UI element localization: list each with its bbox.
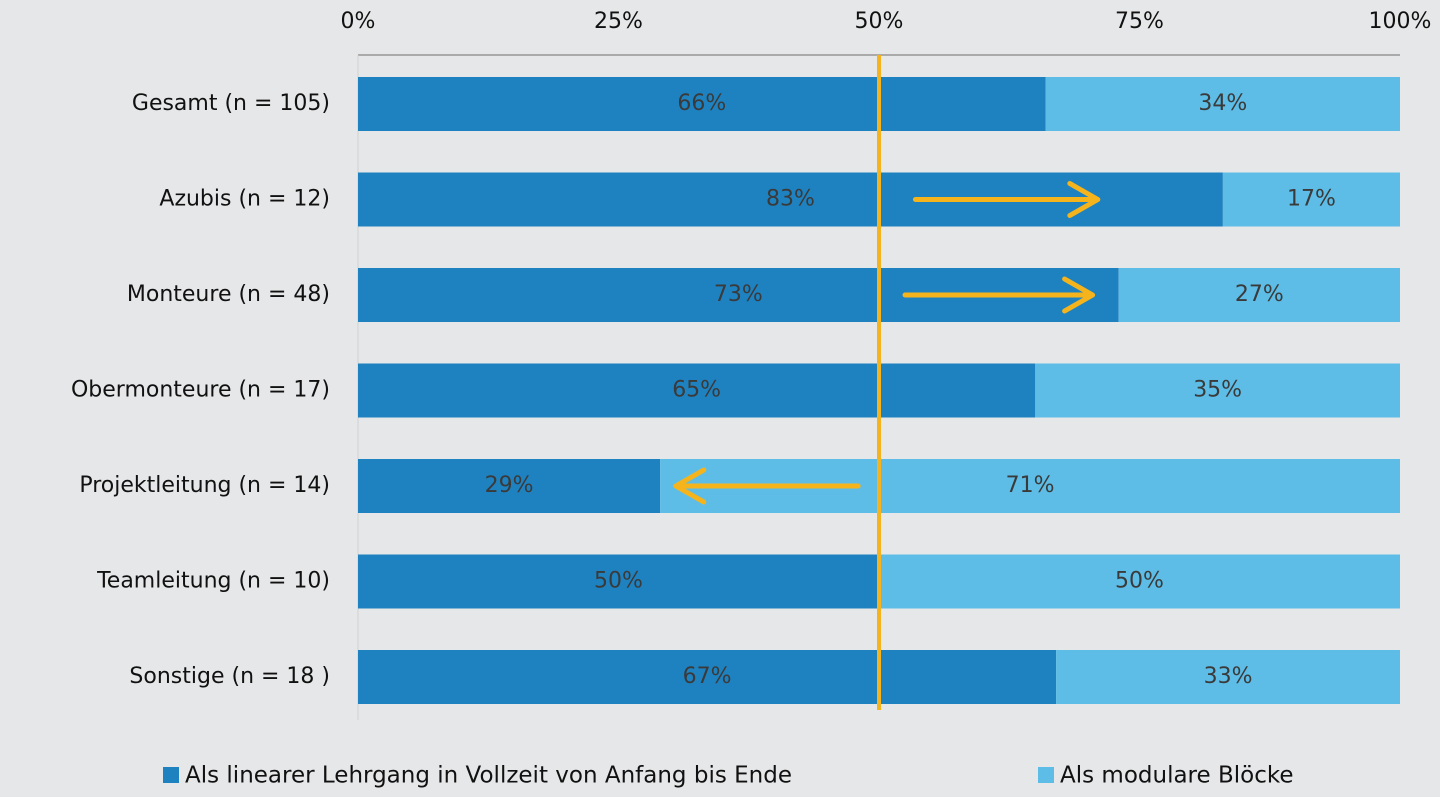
bar-segment xyxy=(358,459,661,513)
bar-segment xyxy=(1045,77,1400,131)
value-label: 34% xyxy=(1198,91,1247,116)
arrow-path xyxy=(673,467,861,505)
x-tick-label: 75% xyxy=(1115,9,1164,34)
y-tick-label: Obermonteure (n = 17) xyxy=(71,378,330,403)
y-tick-label: Azubis (n = 12) xyxy=(159,187,330,212)
value-label: 17% xyxy=(1287,187,1336,212)
bar-segment xyxy=(358,363,1036,418)
value-label: 27% xyxy=(1235,282,1284,307)
value-label: 73% xyxy=(714,282,763,307)
value-label: 71% xyxy=(1006,473,1055,498)
value-label: 65% xyxy=(672,378,721,403)
legend-label: Als modulare Blöcke xyxy=(1060,763,1294,789)
bar-segment xyxy=(879,554,1400,609)
arrow xyxy=(902,276,1096,314)
y-tick-label: Teamleitung (n = 10) xyxy=(96,569,330,594)
value-label: 35% xyxy=(1193,378,1242,403)
y-tick-label: Sonstige (n = 18 ) xyxy=(129,664,330,689)
arrow xyxy=(912,181,1101,218)
value-label: 83% xyxy=(766,187,815,212)
bar-segment xyxy=(358,650,1057,704)
bar-segment xyxy=(1118,268,1400,322)
x-tick-label: 100% xyxy=(1369,9,1432,34)
value-label: 66% xyxy=(677,91,726,116)
bar-segment xyxy=(358,77,1046,131)
value-label: 33% xyxy=(1204,664,1253,689)
bar-segment xyxy=(1035,363,1400,418)
y-tick-label: Gesamt (n = 105) xyxy=(132,91,330,116)
value-label: 29% xyxy=(485,473,534,498)
value-label: 50% xyxy=(1115,569,1164,594)
arrow xyxy=(673,467,861,505)
legend-swatch xyxy=(163,767,179,783)
arrow-path xyxy=(912,181,1101,218)
x-tick-label: 25% xyxy=(594,9,643,34)
x-tick-label: 0% xyxy=(341,9,376,34)
legend-swatch xyxy=(1038,767,1054,783)
value-label: 50% xyxy=(594,569,643,594)
bar-segment xyxy=(358,554,879,609)
bar-segment xyxy=(1222,172,1400,227)
x-tick-label: 50% xyxy=(855,9,904,34)
bar-segment xyxy=(1056,650,1400,704)
value-label: 67% xyxy=(683,664,732,689)
arrow-path xyxy=(902,276,1096,314)
y-tick-label: Projektleitung (n = 14) xyxy=(79,473,330,498)
legend-label: Als linearer Lehrgang in Vollzeit von An… xyxy=(185,763,792,789)
y-tick-label: Monteure (n = 48) xyxy=(127,282,330,307)
